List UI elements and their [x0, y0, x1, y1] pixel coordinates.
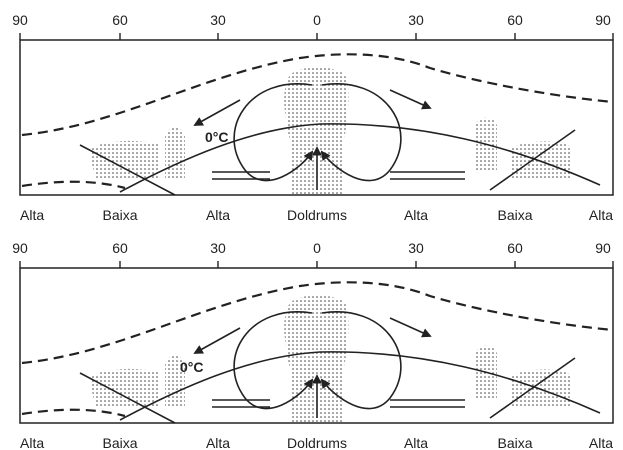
pressure-label: Alta: [589, 207, 613, 223]
pressure-label: Baixa: [102, 435, 137, 450]
latitude-label: 60: [507, 12, 523, 28]
pressure-label: Baixa: [497, 435, 532, 450]
latitude-label: 90: [12, 12, 28, 28]
pressure-label: Alta: [589, 435, 613, 450]
panel-art: [20, 261, 613, 423]
pressure-label: Alta: [404, 207, 428, 223]
pressure-label: Alta: [404, 435, 428, 450]
latitude-label: 60: [112, 240, 128, 256]
pressure-label: Doldrums: [287, 207, 347, 223]
pressure-label: Alta: [206, 435, 230, 450]
latitude-label: 90: [595, 12, 611, 28]
pressure-label: Doldrums: [287, 435, 347, 450]
pressure-label: Alta: [20, 207, 44, 223]
latitude-label: 0: [313, 12, 321, 28]
pressure-label: Alta: [206, 207, 230, 223]
latitude-label: 30: [408, 240, 424, 256]
latitude-label: 30: [210, 12, 226, 28]
panel-art: [20, 33, 613, 195]
pressure-label: Baixa: [497, 207, 532, 223]
latitude-label: 90: [12, 240, 28, 256]
latitude-label: 0: [313, 240, 321, 256]
isotherm-label: 0°C: [180, 359, 204, 375]
isotherm-label: 0°C: [205, 129, 229, 145]
latitude-label: 60: [112, 12, 128, 28]
pressure-label: Alta: [20, 435, 44, 450]
latitude-label: 90: [595, 240, 611, 256]
latitude-label: 60: [507, 240, 523, 256]
pressure-label: Baixa: [102, 207, 137, 223]
latitude-label: 30: [210, 240, 226, 256]
latitude-label: 30: [408, 12, 424, 28]
